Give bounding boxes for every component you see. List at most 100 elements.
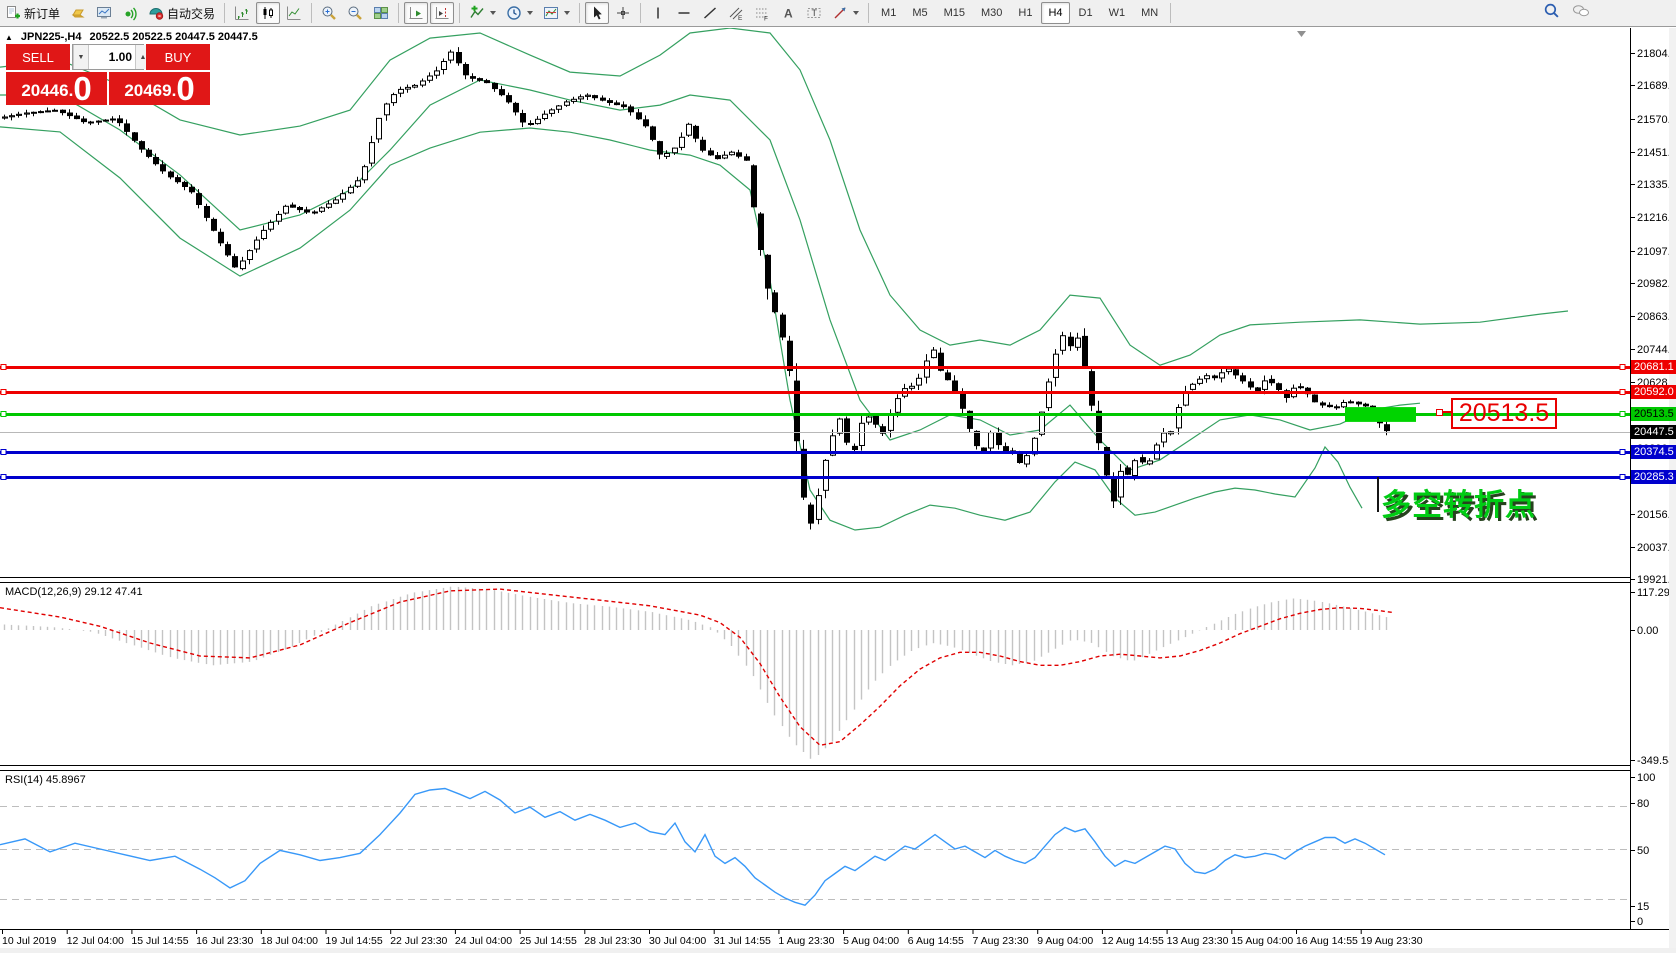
- svg-text:E: E: [738, 15, 743, 21]
- zoom-in-button[interactable]: [317, 2, 341, 24]
- line-chart-icon: [286, 5, 302, 21]
- time-label: 12 Aug 14:55: [1102, 935, 1164, 947]
- volume-decrease-button[interactable]: ▼: [73, 45, 89, 69]
- window-right-edge: [1669, 28, 1676, 953]
- arrows-tool-button[interactable]: [828, 2, 863, 24]
- line-handle: [1619, 389, 1626, 395]
- timeframe-w1[interactable]: W1: [1108, 7, 1126, 19]
- tile-windows-icon: [373, 5, 389, 21]
- buy-button[interactable]: BUY: [146, 44, 210, 70]
- price-tick: 20863.0: [1637, 311, 1676, 323]
- tile-windows-button[interactable]: [369, 2, 393, 24]
- periods-button[interactable]: [502, 2, 537, 24]
- text-tool-button[interactable]: A: [776, 2, 800, 24]
- toolbar-separator: [398, 3, 400, 23]
- rsi-tick: 50: [1637, 845, 1649, 857]
- time-label: 24 Jul 04:00: [455, 935, 512, 947]
- time-label: 25 Jul 14:55: [520, 935, 577, 947]
- timeframe-m1[interactable]: M1: [881, 7, 897, 19]
- rsi-pane[interactable]: [0, 787, 1630, 906]
- zoom-out-icon: [347, 5, 363, 21]
- horizontal-line-tool-button[interactable]: [672, 2, 696, 24]
- vertical-line-icon: [650, 5, 666, 21]
- main-price-pane[interactable]: [0, 28, 1630, 531]
- text-label-tool-button[interactable]: T: [802, 2, 826, 24]
- cursor-tool-button[interactable]: [585, 2, 610, 24]
- timeframe-h4[interactable]: H4: [1041, 2, 1070, 24]
- rsi-indicator-label: RSI(14) 45.8967: [5, 774, 86, 786]
- volume-input[interactable]: [89, 45, 135, 69]
- time-label: 16 Aug 14:55: [1296, 935, 1358, 947]
- history-center-button[interactable]: [66, 2, 90, 24]
- crosshair-tool-button[interactable]: [611, 2, 635, 24]
- dropdown-caret: [490, 11, 497, 15]
- price-flag-handle[interactable]: [1436, 409, 1443, 416]
- time-label: 7 Aug 23:30: [973, 935, 1029, 947]
- price-tick: 20744.0: [1637, 344, 1676, 356]
- sell-price-box[interactable]: 20446. 0: [6, 72, 107, 105]
- macd-pane[interactable]: [0, 586, 1393, 759]
- line-handle: [0, 449, 7, 455]
- price-badge-20285.3: 20285.3: [1631, 470, 1676, 484]
- fibonacci-tool-button[interactable]: F: [750, 2, 774, 24]
- timeframe-buttons: M1 M5 M15 M30 H1 H4 D1 W1 MN: [873, 2, 1166, 24]
- line-chart-button[interactable]: [282, 2, 306, 24]
- price-badge-20681.1: 20681.1: [1631, 360, 1676, 374]
- collapse-triangle-icon[interactable]: ▲: [5, 32, 13, 42]
- line-handle: [1619, 364, 1626, 370]
- buy-price-box[interactable]: 20469. 0: [109, 72, 210, 105]
- time-label: 28 Jul 23:30: [584, 935, 641, 947]
- timeframe-m15[interactable]: M15: [943, 7, 965, 19]
- bar-chart-button[interactable]: [230, 2, 254, 24]
- sell-button[interactable]: SELL: [6, 44, 70, 70]
- price-tick: 21804.5: [1637, 48, 1676, 60]
- templates-button[interactable]: [539, 2, 574, 24]
- rsi-tick: 15: [1637, 901, 1649, 913]
- trendline-tool-button[interactable]: [698, 2, 722, 24]
- annotation-text[interactable]: 多空转折点: [1381, 489, 1536, 522]
- equidistant-channel-tool-button[interactable]: E: [724, 2, 748, 24]
- line-handle: [1619, 474, 1626, 480]
- line-handle: [0, 411, 7, 417]
- timeframe-m30[interactable]: M30: [981, 7, 1003, 19]
- terminal-button[interactable]: [92, 2, 116, 24]
- price-tick: 20982.0: [1637, 278, 1676, 290]
- search-icon[interactable]: [1543, 2, 1560, 24]
- time-label: 9 Aug 04:00: [1037, 935, 1093, 947]
- rsi-tick: 0: [1637, 916, 1643, 928]
- time-label: 19 Jul 14:55: [326, 935, 383, 947]
- chart-shift-icon: [434, 5, 450, 21]
- new-order-label: 新订单: [24, 6, 61, 21]
- price-tick: 21689.0: [1637, 80, 1676, 92]
- timeframe-h1[interactable]: H1: [1018, 7, 1033, 19]
- chat-icon[interactable]: [1572, 3, 1590, 24]
- price-tick: 20037.0: [1637, 542, 1676, 554]
- vertical-line-tool-button[interactable]: [646, 2, 670, 24]
- price-label-flag[interactable]: 20513.5: [1451, 398, 1557, 429]
- new-order-button[interactable]: 新订单: [1, 2, 64, 24]
- macd-tick: 0.00: [1637, 625, 1658, 637]
- time-label: 10 Jul 2019: [2, 935, 56, 947]
- chart-shift-button[interactable]: [430, 2, 455, 24]
- highlight-rectangle[interactable]: [1345, 407, 1416, 422]
- cursor-icon: [589, 5, 605, 21]
- add-indicator-button[interactable]: [465, 2, 500, 24]
- signals-button[interactable]: [118, 2, 142, 24]
- gold-bar-icon: [70, 5, 86, 21]
- svg-text:T: T: [812, 8, 818, 18]
- timeframe-m5[interactable]: M5: [912, 7, 928, 19]
- zoom-out-button[interactable]: [343, 2, 367, 24]
- auto-scroll-button[interactable]: [404, 2, 429, 24]
- timeframe-mn[interactable]: MN: [1141, 7, 1159, 19]
- buy-price-main: 20469: [124, 81, 172, 100]
- macd-signal-line: [0, 588, 1393, 747]
- rsi-line: [0, 787, 1386, 906]
- bollinger-upper: [0, 28, 1569, 366]
- sell-price-main: 20446: [21, 81, 69, 100]
- candlestick-chart-button[interactable]: [256, 2, 281, 24]
- timeframe-d1[interactable]: D1: [1078, 7, 1093, 19]
- auto-trading-button[interactable]: 自动交易: [144, 2, 219, 24]
- new-order-icon: [5, 5, 21, 21]
- signal-icon: [122, 5, 138, 21]
